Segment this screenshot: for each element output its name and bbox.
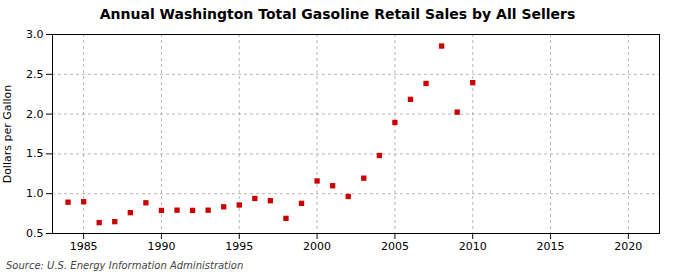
svg-text:2020: 2020: [614, 240, 642, 253]
svg-text:1995: 1995: [225, 240, 253, 253]
svg-text:1.5: 1.5: [26, 147, 44, 160]
svg-text:2005: 2005: [381, 240, 409, 253]
svg-text:1.0: 1.0: [26, 187, 44, 200]
svg-text:2.5: 2.5: [26, 68, 44, 81]
svg-text:2010: 2010: [459, 240, 487, 253]
svg-text:Dollars per Gallon: Dollars per Gallon: [1, 85, 14, 184]
svg-text:2000: 2000: [303, 240, 331, 253]
svg-text:0.5: 0.5: [26, 227, 44, 240]
svg-text:2015: 2015: [537, 240, 565, 253]
svg-text:3.0: 3.0: [26, 28, 44, 41]
svg-text:1990: 1990: [147, 240, 175, 253]
svg-text:2.0: 2.0: [26, 108, 44, 121]
html-text:Source: U.S. Energy Informatio: Source: U.S. Energy Information Administ…: [6, 260, 244, 271]
svg-text:1985: 1985: [70, 240, 98, 253]
html-text:Annual Washington Total Gasoli: Annual Washington Total Gasoline Retail …: [99, 6, 576, 22]
